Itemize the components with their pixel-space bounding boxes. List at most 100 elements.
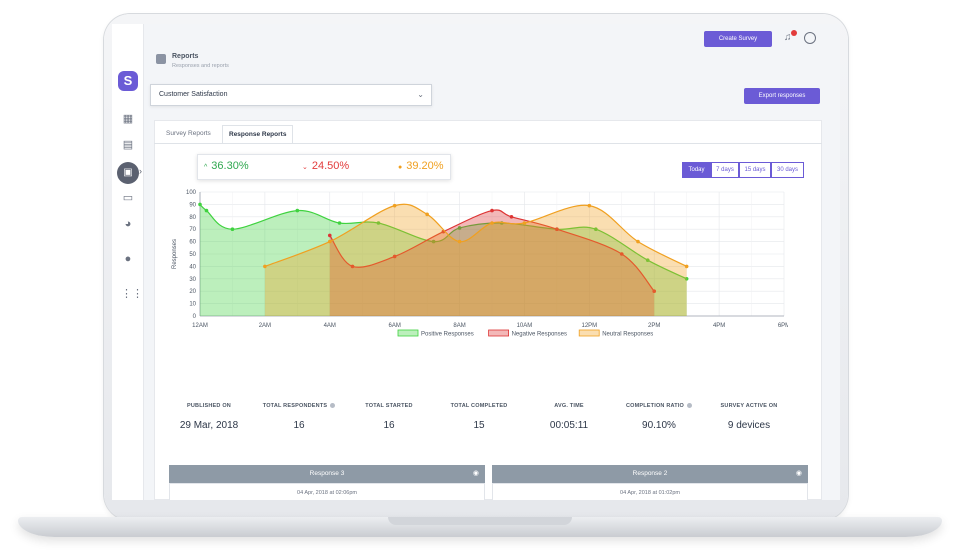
range-label: Today — [688, 167, 705, 173]
x-tick-label: 12AM — [192, 323, 208, 329]
laptop-base — [18, 517, 942, 537]
data-point — [350, 264, 355, 269]
chevron-down-icon: ⌄ — [417, 90, 424, 99]
tab-survey-reports[interactable]: Survey Reports — [160, 125, 217, 143]
data-point — [327, 233, 332, 238]
survey-list-icon[interactable]: ▤ — [122, 139, 134, 151]
stat-label: TOTAL RESPONDENTS — [254, 403, 344, 409]
chevron-up-icon: ^ — [204, 164, 208, 171]
map-pin-icon[interactable]: ◉ — [472, 470, 479, 477]
stat-label: SURVEY ACTIVE ON — [704, 403, 794, 409]
map-pin-icon[interactable]: ◉ — [795, 470, 802, 477]
stat-value: 90.10% — [642, 420, 676, 431]
y-tick-label: 70 — [189, 227, 196, 233]
stat-label: AVG. TIME — [524, 403, 614, 409]
stat-label-text: COMPLETION RATIO — [625, 403, 685, 409]
dot-icon: ● — [398, 164, 403, 171]
kpi-neutral-value: 39.20% — [406, 160, 444, 172]
palette-icon[interactable]: ◕ — [124, 218, 132, 230]
response-card-header[interactable]: Response 2 ◉ — [492, 465, 808, 483]
data-point — [392, 254, 397, 259]
presentation-icon[interactable]: ▭ — [122, 192, 134, 204]
export-responses-button[interactable]: Export responses — [744, 88, 820, 104]
stat-label-text: TOTAL COMPLETED — [450, 403, 508, 409]
reports-icon[interactable]: ▣ — [117, 162, 139, 184]
data-point — [522, 221, 527, 225]
survey-logo-icon[interactable]: S — [118, 71, 138, 91]
range-7-days[interactable]: 7 days — [711, 162, 739, 178]
tab-response-reports[interactable]: Response Reports — [222, 125, 294, 143]
tab-divider — [154, 143, 822, 144]
data-point — [392, 203, 397, 208]
data-point — [636, 239, 640, 244]
info-icon[interactable] — [330, 403, 336, 409]
apps-grid-icon[interactable]: ⋮⋮ — [121, 288, 143, 300]
data-point — [555, 227, 559, 231]
data-point — [594, 227, 598, 231]
response-card-header[interactable]: Response 3 ◉ — [169, 465, 485, 483]
legend-label: Negative Responses — [512, 332, 567, 338]
export-responses-label: Export responses — [758, 93, 806, 99]
chevron-right-icon: › — [139, 166, 142, 176]
kpi-negative: ⌄ 24.50% — [302, 160, 349, 172]
page-subtitle: Responses and reports — [172, 63, 229, 69]
stat-label-text: TOTAL RESPONDENTS — [262, 403, 328, 409]
stat-value: 16 — [293, 420, 305, 431]
response-title: Response 3 — [309, 470, 345, 477]
stat-label-text: TOTAL STARTED — [365, 403, 413, 409]
tab-label: Survey Reports — [166, 130, 211, 137]
response-date: 04 Apr, 2018 at 02:06pm — [297, 490, 357, 496]
legend-swatch — [578, 329, 600, 337]
user-icon[interactable] — [804, 32, 816, 44]
response-title: Response 2 — [632, 470, 668, 477]
chevron-down-icon: ⌄ — [302, 164, 308, 171]
data-point — [295, 208, 300, 213]
legend-label: Positive Responses — [421, 332, 474, 338]
data-point — [198, 202, 202, 207]
survey-select[interactable]: Customer Satisfaction ⌄ — [150, 84, 432, 106]
range-label: 30 days — [776, 167, 798, 173]
create-survey-label: Create Survey — [718, 36, 758, 42]
range-30-days[interactable]: 30 days — [771, 162, 804, 178]
x-tick-label: 4AM — [324, 323, 336, 329]
data-point — [645, 258, 650, 262]
bell-icon[interactable]: ♫ — [784, 32, 792, 43]
survey-select-value: Customer Satisfaction — [159, 91, 228, 98]
x-tick-label: 10AM — [517, 323, 533, 329]
data-point — [204, 208, 209, 213]
kpi-summary — [197, 154, 451, 180]
app-screen: S ▦ ▤ ▣ › ▭ ◕ ● ⋮⋮ Reports Responses and… — [112, 24, 840, 500]
kpi-neutral: ● 39.20% — [398, 160, 444, 172]
kpi-negative-value: 24.50% — [311, 160, 350, 172]
y-axis-label: Responses — [172, 239, 178, 269]
page-title: Reports — [172, 53, 199, 60]
create-survey-button[interactable]: Create Survey — [704, 31, 772, 47]
info-icon[interactable] — [687, 403, 693, 409]
y-tick-label: 20 — [189, 289, 196, 295]
y-tick-label: 60 — [189, 240, 196, 246]
sidebar: S ▦ ▤ ▣ › ▭ ◕ ● ⋮⋮ — [112, 24, 144, 500]
data-point — [684, 264, 689, 269]
reports-header-icon — [156, 54, 166, 64]
y-tick-label: 0 — [193, 314, 197, 320]
data-point — [263, 264, 267, 269]
x-tick-label: 2AM — [259, 323, 271, 329]
range-label: 7 days — [716, 167, 734, 173]
dashboard-icon[interactable]: ▦ — [122, 113, 134, 125]
data-point — [509, 215, 514, 219]
stat-value: 16 — [383, 420, 395, 431]
stat-value: 29 Mar, 2018 — [179, 420, 239, 431]
series-area — [264, 204, 687, 316]
stat-label: COMPLETION RATIO — [614, 403, 704, 409]
billing-icon[interactable]: ● — [124, 253, 132, 265]
x-tick-label: 6AM — [388, 323, 400, 329]
stat-label: PUBLISHED ON — [164, 403, 254, 409]
data-point — [425, 212, 429, 217]
stat-label-text: SURVEY ACTIVE ON — [720, 403, 778, 409]
response-card-body: 04 Apr, 2018 at 02:06pm — [169, 483, 485, 500]
range-today[interactable]: Today — [682, 162, 711, 178]
x-tick-label: 8AM — [453, 323, 465, 329]
x-tick-label: 6PM — [778, 323, 788, 329]
range-15-days[interactable]: 15 days — [739, 162, 771, 178]
